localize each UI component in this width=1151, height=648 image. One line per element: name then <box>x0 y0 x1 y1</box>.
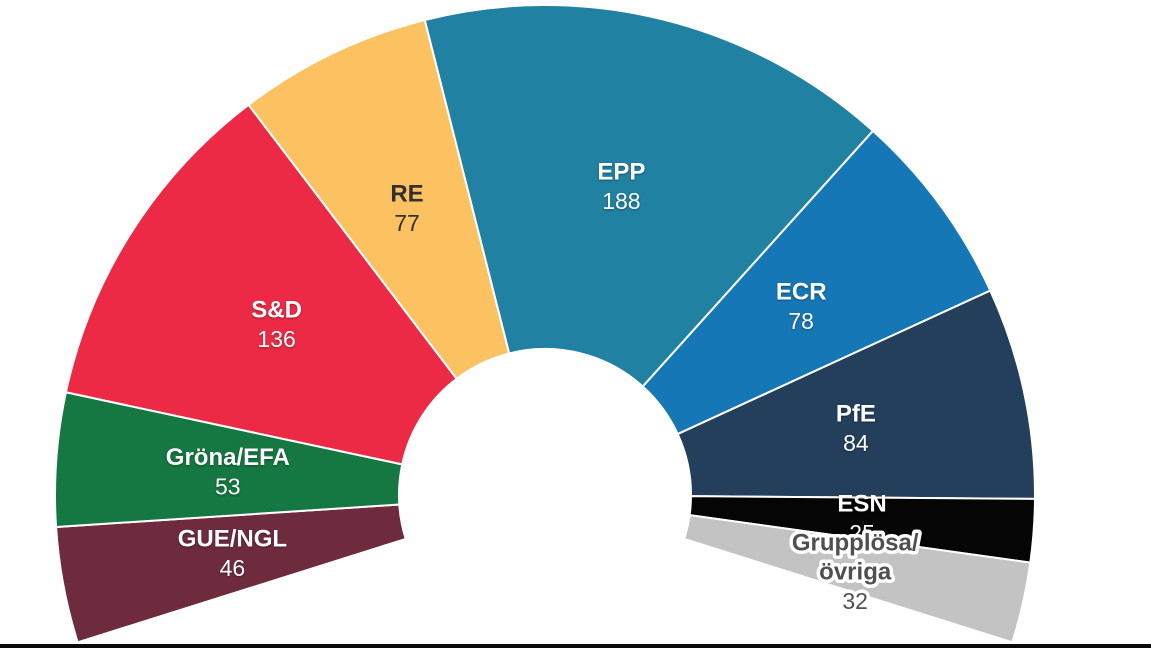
seats-epp: 188 <box>602 188 640 214</box>
seats-gruppl-sa-vriga: 32 <box>842 588 868 614</box>
label-pfe: PfE <box>836 400 876 427</box>
segment-re <box>247 18 511 381</box>
label-esn: ESN <box>837 490 886 517</box>
seats-gr-na-efa: 53 <box>215 473 241 499</box>
label-ecr: ECR <box>776 279 827 306</box>
label-s-d: S&D <box>251 296 302 323</box>
seats-s-d: 136 <box>257 326 295 352</box>
segment-gruppl-sa-vriga <box>682 514 1032 644</box>
label-gue-ngl: GUE/NGL <box>178 526 287 553</box>
segment-ecr <box>641 129 992 436</box>
segment-pfe <box>676 289 1036 500</box>
seats-pfe: 84 <box>843 430 869 456</box>
label-re: RE <box>390 181 423 208</box>
seats-gue-ngl: 46 <box>220 555 246 581</box>
segment-s-d <box>64 103 459 466</box>
seats-esn: 25 <box>849 520 875 546</box>
label-gruppl-sa-vriga: övriga <box>819 559 892 586</box>
bottom-divider <box>0 644 1151 648</box>
label-epp: EPP <box>597 158 645 185</box>
segment-epp <box>423 4 875 388</box>
label-gruppl-sa-vriga: Grupplösa/ <box>792 530 919 557</box>
label-gr-na-efa: Gröna/EFA <box>166 444 290 471</box>
seats-ecr: 78 <box>788 308 814 334</box>
seats-re: 77 <box>394 210 420 236</box>
